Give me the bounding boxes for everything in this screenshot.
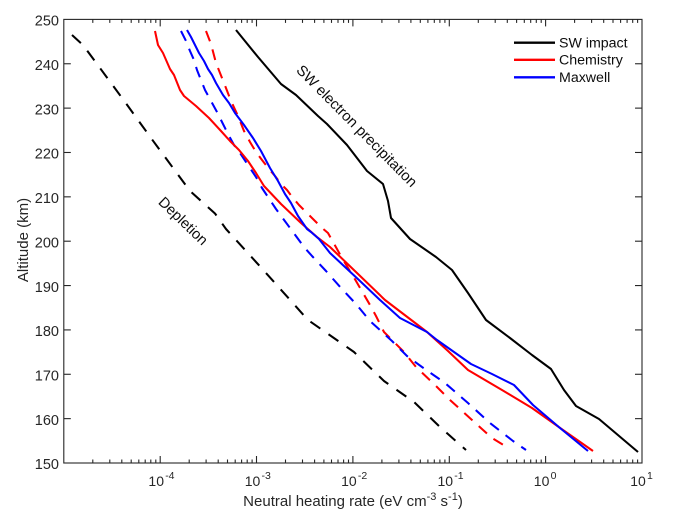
- svg-text:-4: -4: [165, 470, 174, 482]
- svg-text:180: 180: [35, 324, 59, 340]
- svg-text:Maxwell: Maxwell: [559, 70, 610, 86]
- svg-text:10: 10: [534, 473, 550, 489]
- svg-text:0: 0: [551, 470, 557, 482]
- svg-text:1: 1: [647, 470, 653, 482]
- svg-text:SW impact: SW impact: [559, 36, 628, 52]
- svg-text:160: 160: [35, 413, 59, 429]
- svg-text:10: 10: [630, 473, 646, 489]
- svg-text:250: 250: [35, 14, 59, 30]
- svg-text:-2: -2: [358, 470, 367, 482]
- svg-text:170: 170: [35, 369, 59, 385]
- svg-text:210: 210: [35, 191, 59, 207]
- svg-text:10: 10: [341, 473, 357, 489]
- svg-text:10: 10: [438, 473, 454, 489]
- svg-text:240: 240: [35, 58, 59, 74]
- svg-text:200: 200: [35, 235, 59, 251]
- svg-text:Altitude (km): Altitude (km): [15, 198, 32, 282]
- svg-text:230: 230: [35, 102, 59, 118]
- svg-text:10: 10: [245, 473, 261, 489]
- svg-text:190: 190: [35, 280, 59, 296]
- svg-text:Chemistry: Chemistry: [559, 53, 624, 69]
- svg-text:Neutral heating rate (eV cm-3: Neutral heating rate (eV cm-3 s-1): [243, 491, 463, 510]
- svg-text:10: 10: [148, 473, 164, 489]
- svg-text:-1: -1: [454, 470, 463, 482]
- svg-text:150: 150: [35, 457, 59, 473]
- svg-text:220: 220: [35, 147, 59, 163]
- svg-text:-3: -3: [262, 470, 271, 482]
